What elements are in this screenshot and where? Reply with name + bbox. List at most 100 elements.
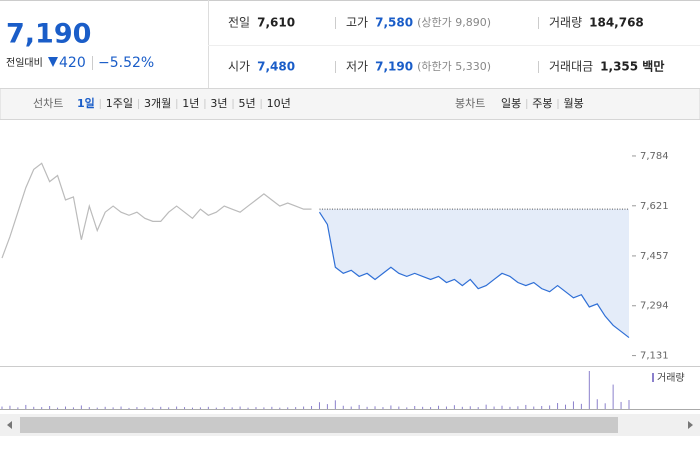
volume-bar [612,384,614,409]
volume-bar [311,406,313,409]
volume-bar [1,406,3,409]
volume-bar [588,371,590,409]
volume-bar [144,407,146,409]
stat-label: 전일 [228,16,250,30]
volume-bar [112,407,114,409]
price-line [1,162,312,259]
stat-note: (하한가 5,330) [417,59,491,73]
volume-bar [49,406,51,409]
volume-bar [493,406,495,409]
volume-bar [223,407,225,409]
volume-bar [350,406,352,409]
volume-bar [303,406,305,409]
period-button[interactable]: 3개월 [144,97,171,110]
toolbar-label: 선차트 [33,97,63,110]
volume-bar [453,405,455,409]
volume-bar [533,406,535,409]
chart: 7,784 7,621 7,457 7,294 7,131 거래량 [1,151,685,409]
volume-bar [477,407,479,409]
volume-bar [168,407,170,409]
volume-bar [620,401,622,409]
stat-value: 7,610 [257,16,295,30]
stat-value: 1,355 백만 [600,59,664,74]
volume-bar [80,405,82,409]
volume-bar [572,401,574,409]
volume-bar [279,407,281,409]
stat-value: 7,190 [375,60,413,74]
stat-value: 7,580 [375,16,413,30]
volume-bar [525,404,527,409]
volume-bar [565,404,567,409]
change: 420 [59,55,86,71]
period-button[interactable]: 월봉 [564,97,584,110]
volume-bar [461,406,463,409]
stats: 전일 7,610 고가 7,580 (상한가 9,890) 거래량 184,768 시가 7,4… [228,16,664,74]
toolbar-label: 봉차트 [455,97,485,110]
period-button[interactable]: 1일 [77,96,95,110]
toolbar-items: 선차트 1일 1주일 3개월 1년 3년 5년 10년 봉차트 일봉 주봉 월봉 [33,96,584,110]
period-button[interactable]: 일봉 [501,96,521,110]
y-tick-label: 7,294 [640,301,669,312]
y-tick-label: 7,457 [640,251,669,262]
period-button[interactable]: 주봉 [532,97,552,110]
volume-bar [398,406,400,409]
volume-bar [207,406,209,409]
volume-bar [184,407,186,409]
volume-bar [17,407,19,409]
volume-bar [541,406,543,409]
period-button[interactable]: 10년 [267,97,291,110]
volume-bar [358,404,360,409]
period-button[interactable]: 3년 [210,97,227,110]
volume-bar [557,403,559,409]
scroll-thumb[interactable] [20,417,618,433]
volume-bar [445,406,447,409]
volume-bar [406,407,408,409]
y-tick-label: 7,784 [640,151,669,162]
volume-bar [96,407,98,409]
volume-bar [271,406,273,409]
volume-bar [215,407,217,409]
volume-bar [199,407,201,409]
scroll-right[interactable] [688,421,693,429]
volume-bar [580,403,582,409]
volume-bar [72,407,74,409]
volume-bar [9,405,11,409]
volume-bar [509,406,511,409]
volume-bar [191,407,193,409]
volume-bar [176,406,178,409]
volume-bar [517,406,519,409]
volume-bar [438,405,440,409]
volume-bar [88,407,90,409]
volume-bar [628,400,630,409]
volume-bar [57,407,59,409]
volume-bar [501,405,503,409]
legend-label: 거래량 [657,372,685,384]
price: 7,190 [6,19,91,50]
period-button[interactable]: 1주일 [106,96,133,110]
stat-label: 거래대금 [549,60,593,74]
price-line [318,211,630,339]
volume-bar [120,406,122,409]
scroll-left[interactable] [7,421,12,429]
volume-bar [255,407,257,409]
volume-bar [604,403,606,409]
volume-bar [263,407,265,409]
stat-note: (상한가 9,890) [417,16,491,29]
period-button[interactable]: 1년 [182,97,199,110]
volume-bar [239,406,241,409]
volume-bar [287,407,289,409]
volume-bar [390,405,392,409]
volume-bar [342,405,344,409]
y-tick-label: 7,621 [640,201,669,212]
volume-bar [160,406,162,409]
change-pct: −5.52% [98,55,154,71]
period-button[interactable]: 5년 [239,97,256,110]
down-arrow [48,57,58,67]
volume-bar [366,406,368,409]
volume-bar [318,402,320,409]
volume-bar [382,407,384,409]
area [319,209,629,338]
volume-bar [295,407,297,409]
volume-bar [596,399,598,409]
